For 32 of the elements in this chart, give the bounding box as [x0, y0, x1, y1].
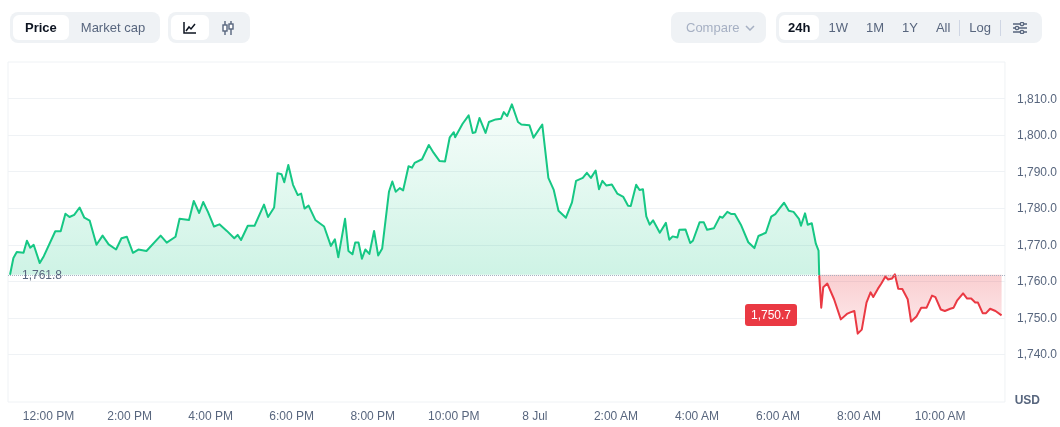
y-tick-label: 1,810.0 [1016, 91, 1058, 106]
y-axis-title: USD [1014, 393, 1040, 407]
text: Price [13, 15, 69, 40]
text: All [934, 19, 952, 37]
x-tick-label: 4:00 AM [674, 409, 719, 423]
text: 1W [827, 19, 849, 37]
x-tick-label: 8 Jul [522, 409, 548, 423]
y-tick-label: 1,740.0 [1016, 347, 1058, 362]
text: 24h [779, 15, 820, 40]
text: Log [968, 19, 993, 37]
text: Market cap [79, 19, 147, 37]
x-tick-label: 12:00 PM [22, 409, 75, 423]
ref-line-label: 1,761.8 [22, 267, 63, 282]
y-tick-label: 1,750.0 [1016, 310, 1058, 325]
x-tick-label: 4:00 PM [188, 409, 233, 423]
y-tick-label: 1,770.0 [1016, 237, 1058, 252]
x-tick-label: 10:00 PM [428, 409, 480, 423]
y-tick-label: 1,780.0 [1016, 201, 1058, 216]
x-tick-label: 8:00 PM [350, 409, 396, 423]
x-tick-label: 6:00 PM [269, 409, 315, 423]
text: 1M [864, 19, 885, 37]
y-tick-label: 1,760.0 [1016, 274, 1058, 289]
x-tick-label: 2:00 AM [593, 409, 638, 423]
y-tick-label: 1,790.0 [1016, 164, 1058, 179]
y-tick-label: 1,800.0 [1016, 128, 1058, 143]
x-tick-label: 2:00 PM [107, 409, 152, 423]
annotation: 1,750.7 [745, 304, 798, 326]
x-tick-label: 10:00 AM [914, 409, 966, 423]
x-tick-label: 8:00 AM [837, 409, 882, 423]
text: Compare [674, 15, 768, 40]
x-tick-label: 6:00 AM [756, 409, 801, 423]
text: 1Y [900, 19, 919, 37]
